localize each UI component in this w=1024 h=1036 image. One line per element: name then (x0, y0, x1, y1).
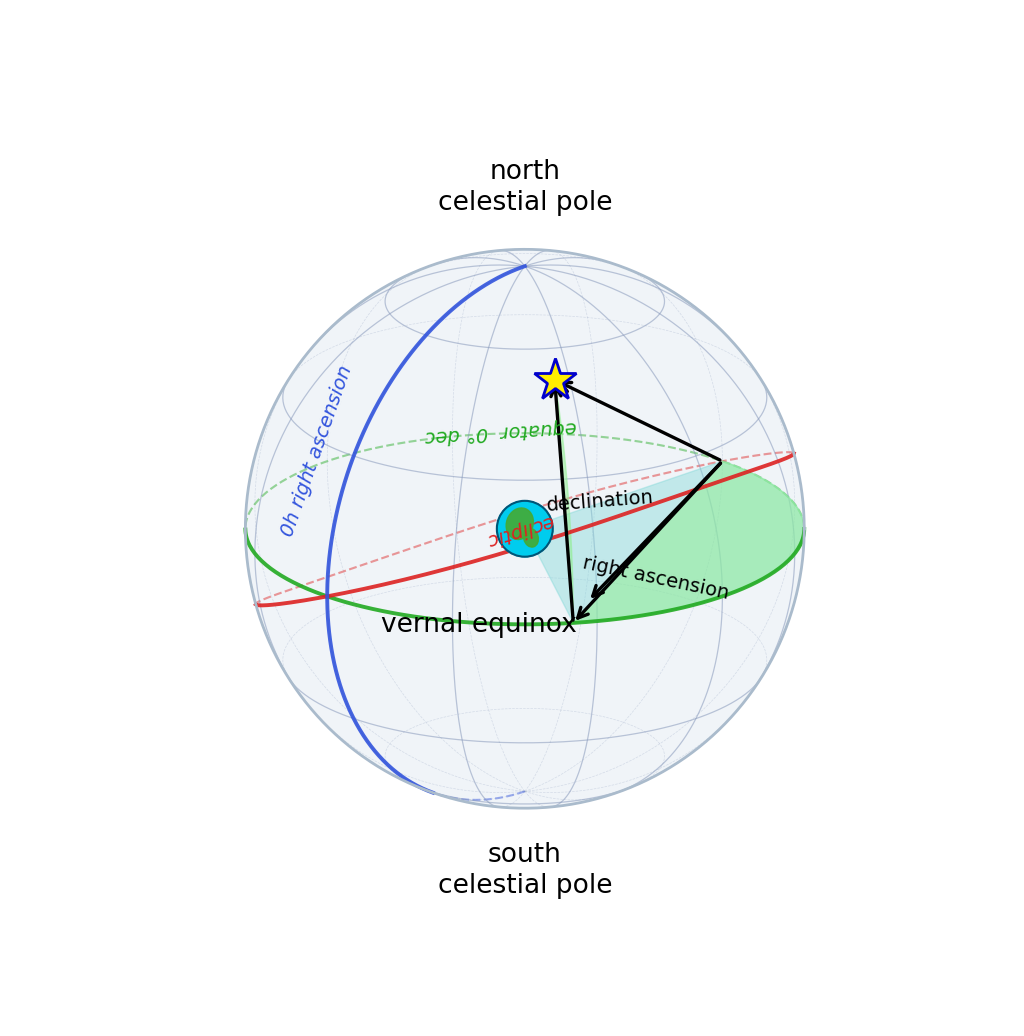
Circle shape (497, 500, 553, 556)
Text: vernal equinox: vernal equinox (381, 612, 578, 638)
Text: declination: declination (546, 488, 654, 515)
Text: 0h right ascension: 0h right ascension (278, 364, 355, 540)
Text: right ascension: right ascension (582, 553, 731, 603)
Text: ecliptic: ecliptic (483, 512, 555, 550)
Polygon shape (524, 461, 804, 623)
Polygon shape (555, 380, 804, 623)
Text: north
celestial pole: north celestial pole (437, 159, 612, 215)
Text: equator  0° dec: equator 0° dec (424, 418, 578, 447)
Ellipse shape (523, 528, 539, 547)
Polygon shape (246, 250, 804, 808)
Text: south
celestial pole: south celestial pole (437, 841, 612, 899)
Ellipse shape (506, 508, 534, 540)
